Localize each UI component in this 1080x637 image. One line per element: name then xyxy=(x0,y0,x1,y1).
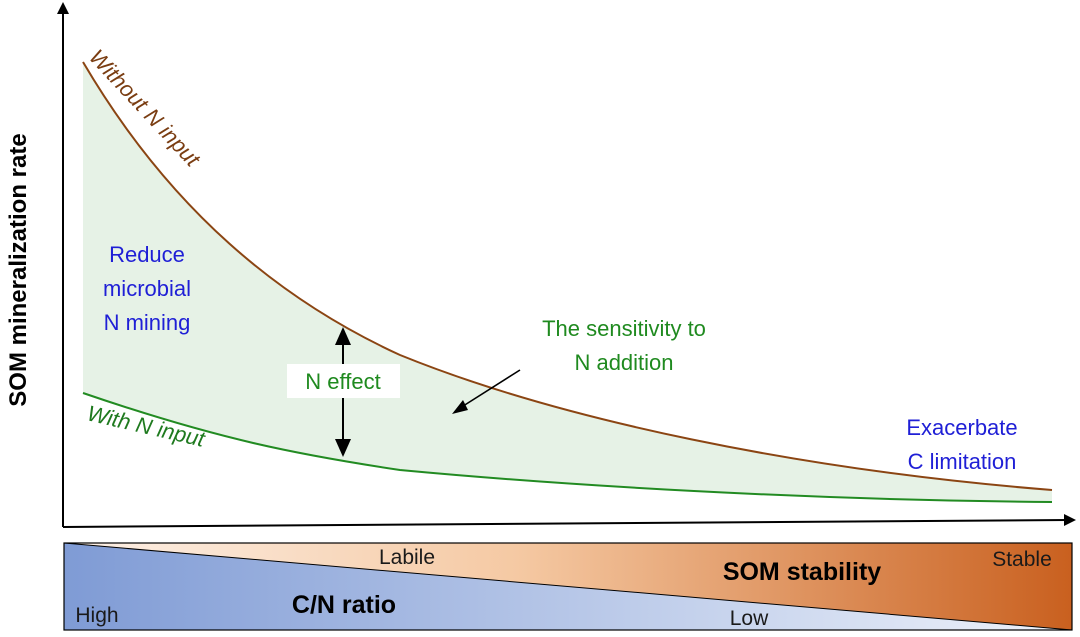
svg-text:The sensitivity to: The sensitivity to xyxy=(542,316,706,341)
svg-text:C limitation: C limitation xyxy=(908,449,1017,474)
x-axis xyxy=(62,519,1069,528)
svg-text:Exacerbate: Exacerbate xyxy=(906,415,1017,440)
gradient-bar xyxy=(63,542,1073,631)
reduce-mining-annotation: Reduce microbial N mining xyxy=(103,242,191,335)
sensitivity-annotation: The sensitivity to N addition xyxy=(542,316,706,375)
x-axis-arrow-icon xyxy=(1064,514,1076,526)
high-label: High xyxy=(75,604,118,627)
exacerbate-annotation: Exacerbate C limitation xyxy=(906,415,1017,474)
y-axis-arrow-icon xyxy=(57,2,69,14)
stable-label: Stable xyxy=(992,548,1052,571)
y-axis-label: SOM mineralization rate xyxy=(5,133,32,406)
svg-text:microbial: microbial xyxy=(103,276,191,301)
sensitivity-arrow xyxy=(459,369,521,409)
som-stability-title: SOM stability xyxy=(723,558,881,586)
low-label: Low xyxy=(730,607,769,630)
labile-label: Labile xyxy=(379,546,435,569)
sensitivity-arrow-head-icon xyxy=(452,400,468,414)
n-effect-label-bg xyxy=(287,364,400,398)
svg-text:Reduce: Reduce xyxy=(109,242,185,267)
svg-text:N addition: N addition xyxy=(574,350,673,375)
svg-text:N mining: N mining xyxy=(104,310,191,335)
n-effect-label: N effect xyxy=(305,369,380,394)
cn-ratio-title: C/N ratio xyxy=(292,591,396,619)
with-n-curve xyxy=(82,392,1053,503)
without-n-curve xyxy=(82,61,1053,491)
